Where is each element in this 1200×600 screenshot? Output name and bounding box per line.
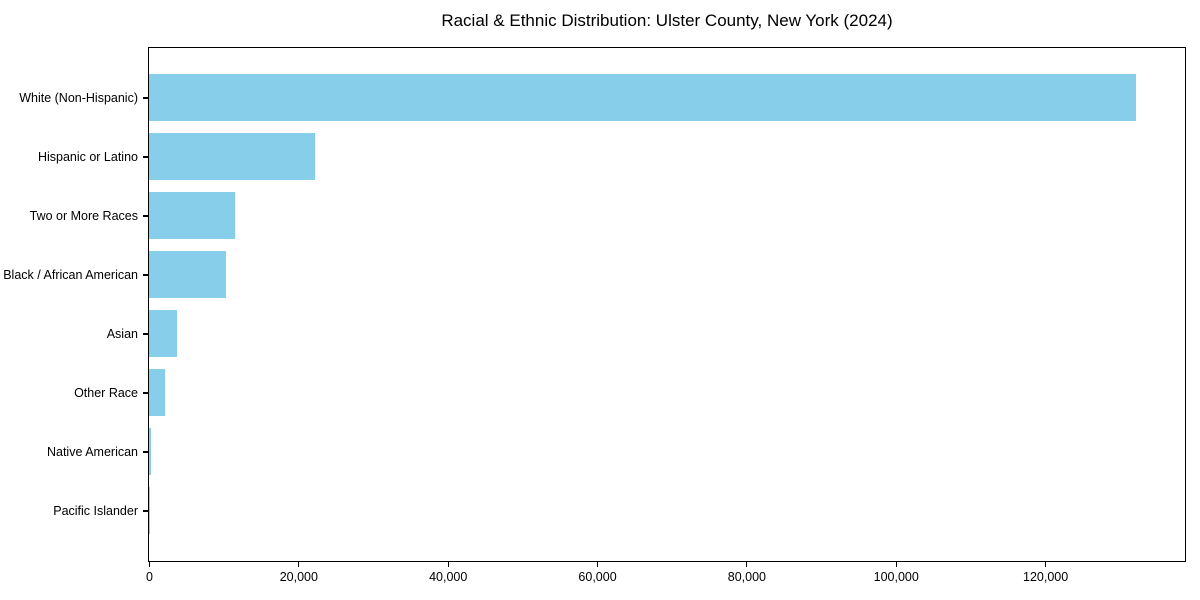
bar-native-american — [149, 427, 152, 476]
x-tick-label-120000: 120,000 — [1023, 570, 1069, 584]
x-tick-mark — [1045, 562, 1047, 567]
x-tick-label-0: 0 — [146, 570, 153, 584]
y-tick-label-white-non-hispanic: White (Non-Hispanic) — [19, 91, 138, 105]
x-tick-label-40000: 40,000 — [429, 570, 468, 584]
x-tick-mark — [447, 562, 449, 567]
x-tick-mark — [148, 562, 151, 567]
x-tick-label-20000: 20,000 — [279, 570, 318, 584]
x-tick-mark — [298, 562, 300, 567]
x-tick-mark — [895, 562, 897, 567]
chart-title: Racial & Ethnic Distribution: Ulster Cou… — [441, 11, 893, 30]
y-tick-label-black-african-american: Black / African American — [3, 268, 138, 282]
bar-two-or-more-races — [149, 191, 235, 240]
y-tick-mark — [143, 97, 148, 99]
bar-black-african-american — [149, 250, 226, 299]
x-tick-mark — [746, 562, 748, 567]
x-tick-mark — [596, 562, 599, 567]
bar-asian — [149, 309, 177, 358]
bar-hispanic-or-latino — [149, 132, 315, 181]
x-tick-label-80000: 80,000 — [727, 570, 766, 584]
plot-area — [148, 47, 1186, 562]
y-tick-mark — [143, 510, 148, 512]
y-tick-mark — [143, 333, 148, 335]
y-tick-label-pacific-islander: Pacific Islander — [53, 504, 138, 518]
y-tick-label-native-american: Native American — [46, 445, 138, 459]
y-tick-mark — [143, 451, 148, 453]
y-tick-mark — [143, 215, 148, 217]
y-tick-label-hispanic-or-latino: Hispanic or Latino — [37, 150, 138, 164]
bar-other-race — [149, 368, 166, 417]
y-tick-label-two-or-more-races: Two or More Races — [29, 209, 138, 223]
y-tick-mark — [143, 392, 148, 394]
y-tick-label-other-race: Other Race — [74, 386, 138, 400]
y-tick-mark — [143, 274, 148, 276]
y-tick-mark — [143, 156, 148, 158]
y-tick-label-asian: Asian — [106, 327, 138, 341]
x-tick-label-60000: 60,000 — [578, 570, 617, 584]
x-tick-label-100000: 100,000 — [873, 570, 919, 584]
bar-white-non-hispanic — [149, 73, 1137, 122]
